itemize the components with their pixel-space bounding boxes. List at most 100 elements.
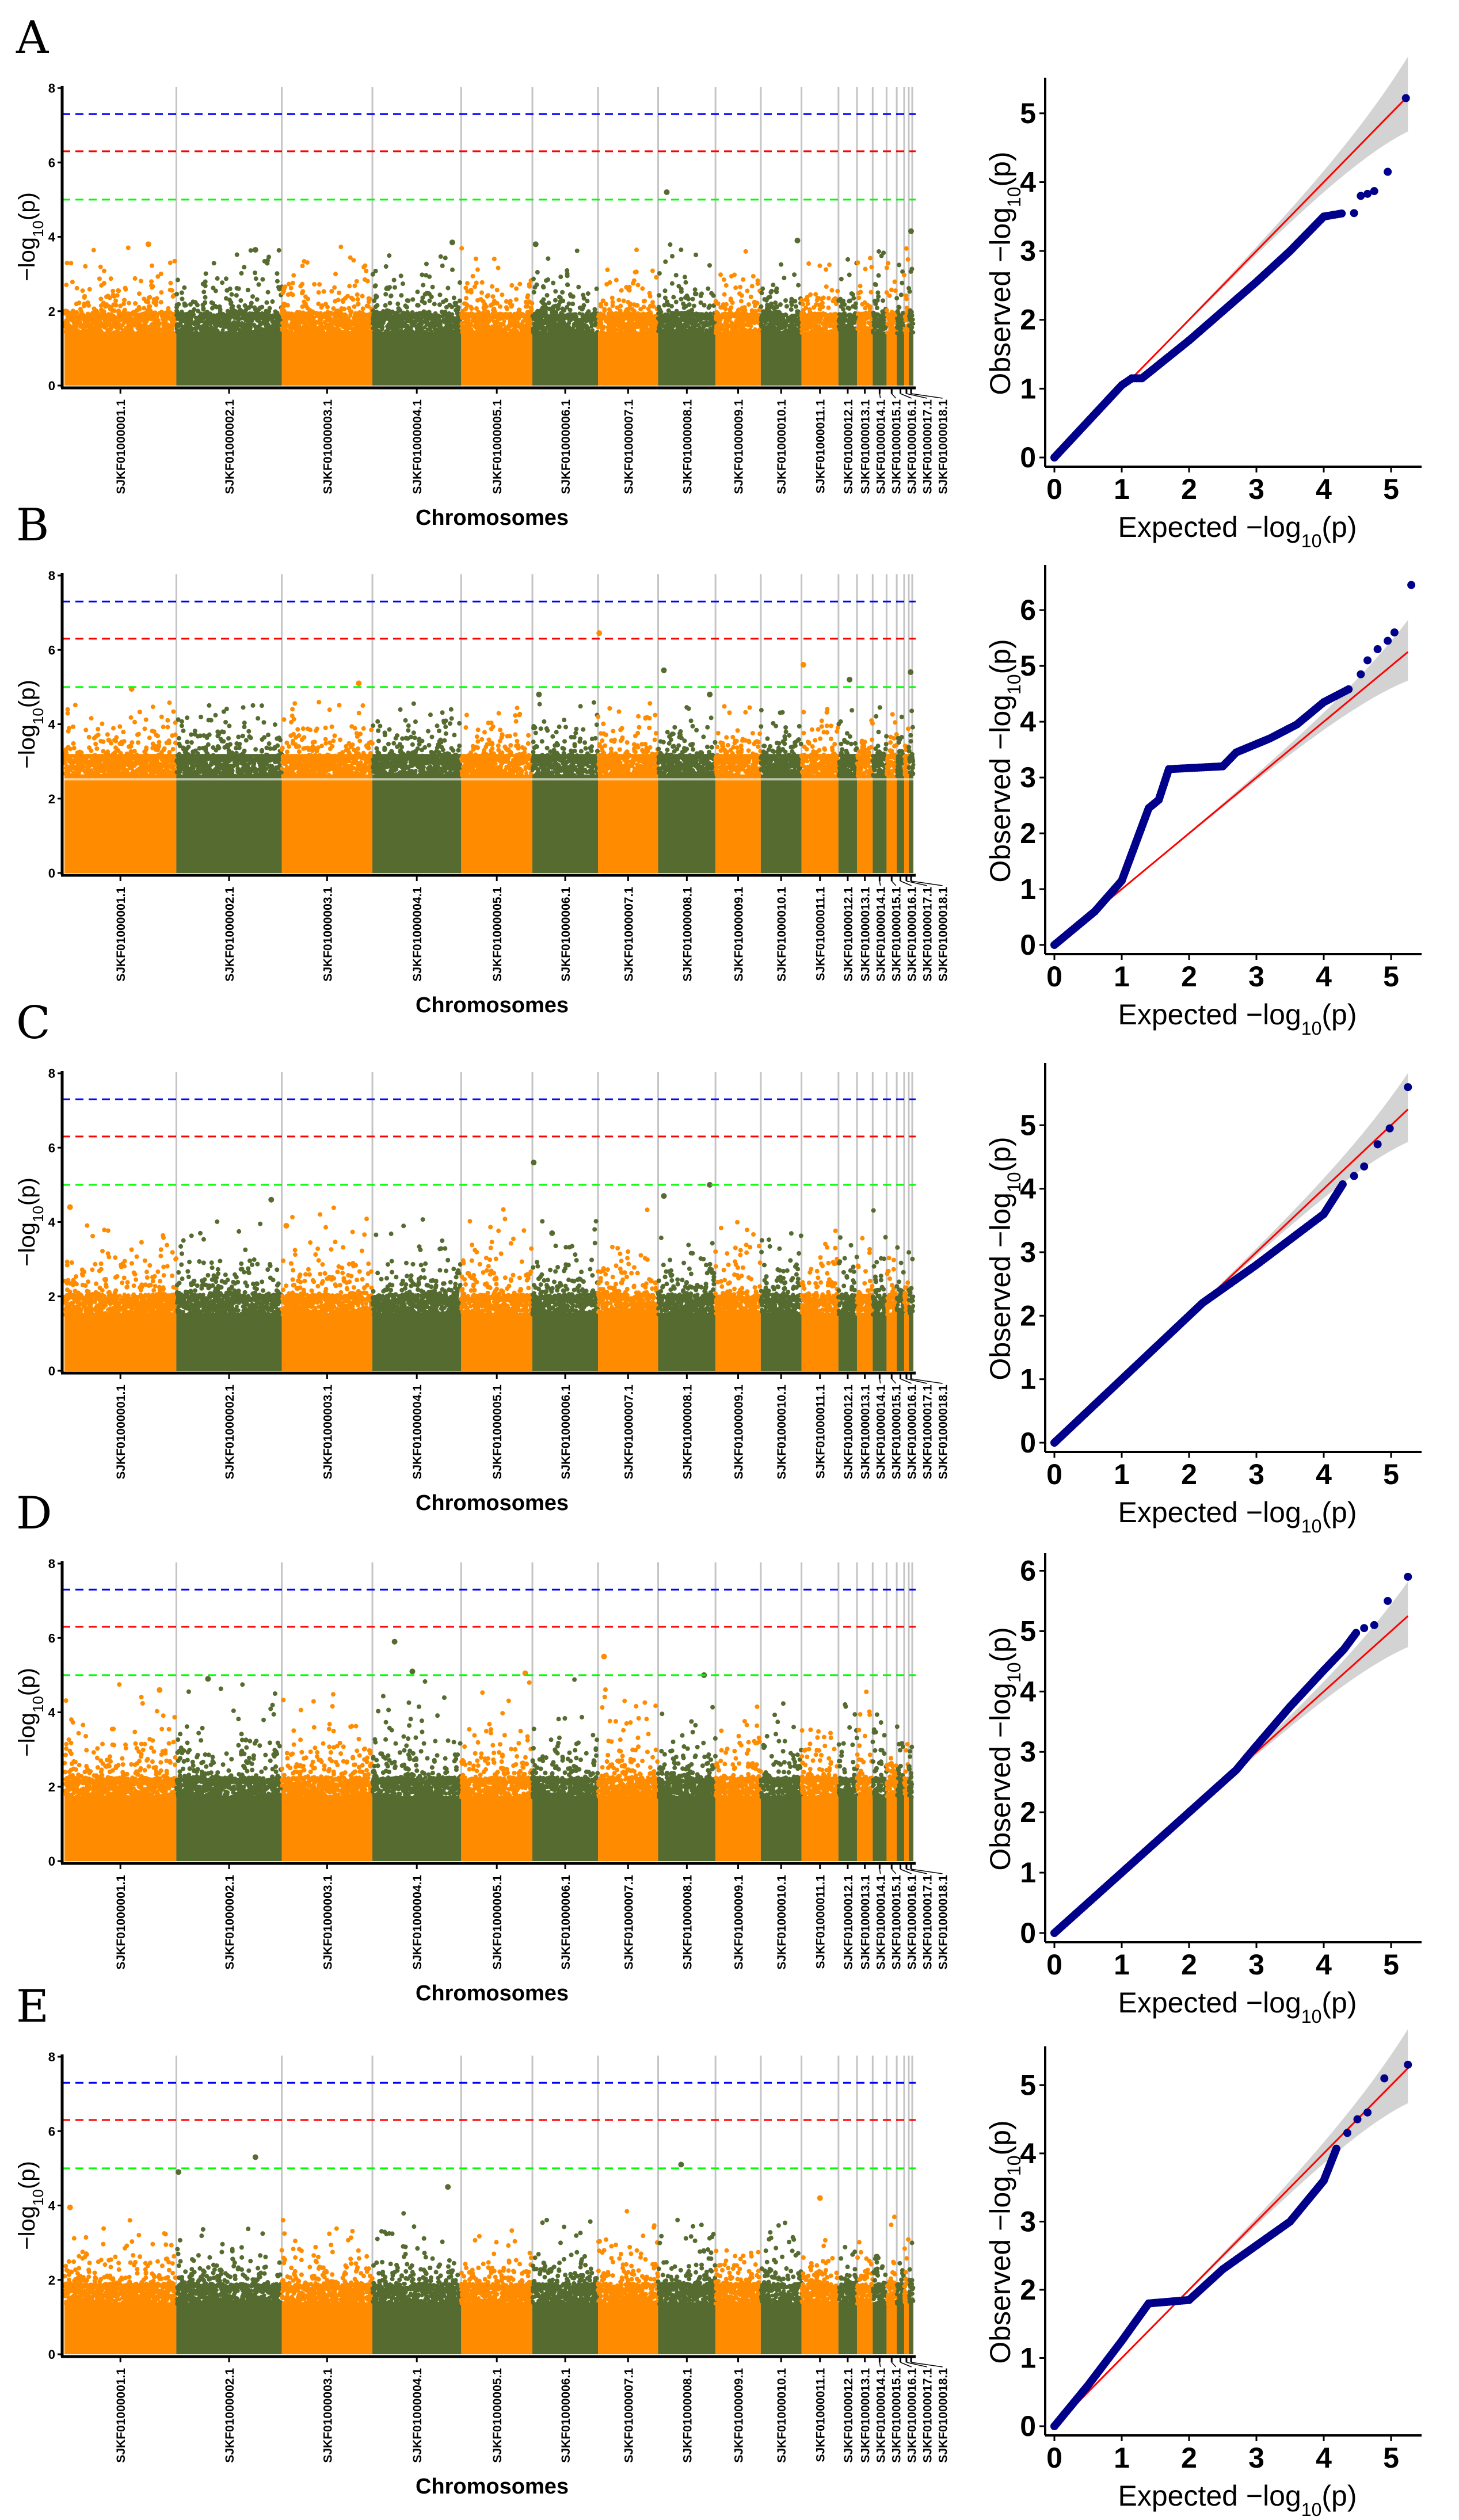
snp-point xyxy=(509,320,513,325)
snp-point xyxy=(242,310,247,315)
snp-point xyxy=(753,327,757,331)
snp-point xyxy=(333,299,338,304)
snp-point xyxy=(624,307,629,312)
snp-point xyxy=(687,302,692,307)
snp-point xyxy=(485,293,490,299)
snp-point xyxy=(398,273,403,279)
snp-point xyxy=(73,326,78,330)
snp-point xyxy=(252,270,257,276)
snp-point xyxy=(723,302,729,307)
snp-point xyxy=(514,297,519,302)
snp-point xyxy=(317,282,322,287)
snp-point xyxy=(739,293,744,298)
snp-point xyxy=(736,323,741,328)
snp-point xyxy=(261,330,265,334)
snp-point xyxy=(188,310,193,315)
snp-point xyxy=(180,325,185,329)
snp-point xyxy=(497,330,501,334)
snp-point xyxy=(327,326,332,331)
snp-point xyxy=(410,297,416,302)
snp-point xyxy=(707,303,713,308)
snp-point xyxy=(352,322,357,327)
dense-snp-region xyxy=(372,331,462,386)
snp-point xyxy=(550,321,555,326)
snp-point xyxy=(689,307,695,312)
snp-point xyxy=(796,283,801,288)
snp-point xyxy=(203,271,208,276)
snp-point xyxy=(472,284,477,289)
snp-point xyxy=(154,302,159,307)
snp-point xyxy=(670,254,675,259)
snp-point xyxy=(106,318,111,323)
snp-point xyxy=(427,298,432,303)
snp-point xyxy=(182,301,187,306)
snp-point xyxy=(252,323,257,328)
snp-point xyxy=(341,299,346,304)
snp-point xyxy=(599,313,604,318)
snp-point xyxy=(418,313,424,318)
snp-point xyxy=(321,289,326,294)
snp-point xyxy=(136,314,141,319)
snp-point xyxy=(504,299,509,304)
snp-point xyxy=(685,295,691,300)
snp-point xyxy=(219,320,224,325)
snp-point xyxy=(85,323,90,328)
snp-point xyxy=(522,325,527,330)
snp-point xyxy=(626,315,631,320)
snp-point xyxy=(783,323,787,328)
snp-point xyxy=(329,289,334,294)
snp-point xyxy=(286,315,291,321)
snp-point xyxy=(334,322,339,327)
snp-point xyxy=(387,253,392,258)
snp-point xyxy=(78,325,83,329)
snp-point xyxy=(585,291,591,296)
snp-point xyxy=(770,323,774,327)
snp-point xyxy=(388,321,393,325)
snp-point xyxy=(158,300,163,305)
snp-point xyxy=(315,331,320,336)
snp-point xyxy=(338,245,344,250)
snp-point xyxy=(558,314,563,319)
snp-point xyxy=(723,306,728,311)
snp-point xyxy=(433,311,438,316)
snp-point xyxy=(543,309,548,314)
snp-point xyxy=(247,330,252,334)
snp-point xyxy=(426,310,432,315)
snp-point xyxy=(669,304,674,309)
snp-point xyxy=(566,328,571,333)
snp-point xyxy=(304,327,309,332)
snp-point xyxy=(610,300,615,305)
snp-point xyxy=(174,292,180,297)
snp-point xyxy=(487,329,492,333)
snp-point xyxy=(748,294,753,299)
snp-point xyxy=(271,329,275,333)
snp-point xyxy=(490,284,495,289)
snp-point xyxy=(609,326,614,330)
snp-point xyxy=(150,324,154,329)
snp-point xyxy=(421,309,426,314)
snp-point xyxy=(788,307,794,312)
snp-point xyxy=(410,319,415,324)
snp-point xyxy=(215,276,220,281)
snp-point xyxy=(488,303,493,308)
snp-point xyxy=(283,321,287,325)
snp-point xyxy=(374,294,379,299)
snp-point xyxy=(457,280,462,285)
snp-point xyxy=(242,265,247,270)
snp-point xyxy=(333,314,338,319)
snp-point xyxy=(258,326,263,331)
snp-point xyxy=(291,319,296,324)
snp-point xyxy=(456,305,461,310)
snp-point xyxy=(67,324,72,329)
snp-point xyxy=(228,322,233,326)
snp-point xyxy=(198,325,203,329)
snp-point xyxy=(318,313,322,318)
snp-point xyxy=(421,329,425,333)
snp-point xyxy=(89,323,94,327)
snp-point xyxy=(147,295,153,300)
snp-point xyxy=(634,269,639,275)
snp-point xyxy=(64,330,68,335)
snp-point xyxy=(275,279,280,284)
